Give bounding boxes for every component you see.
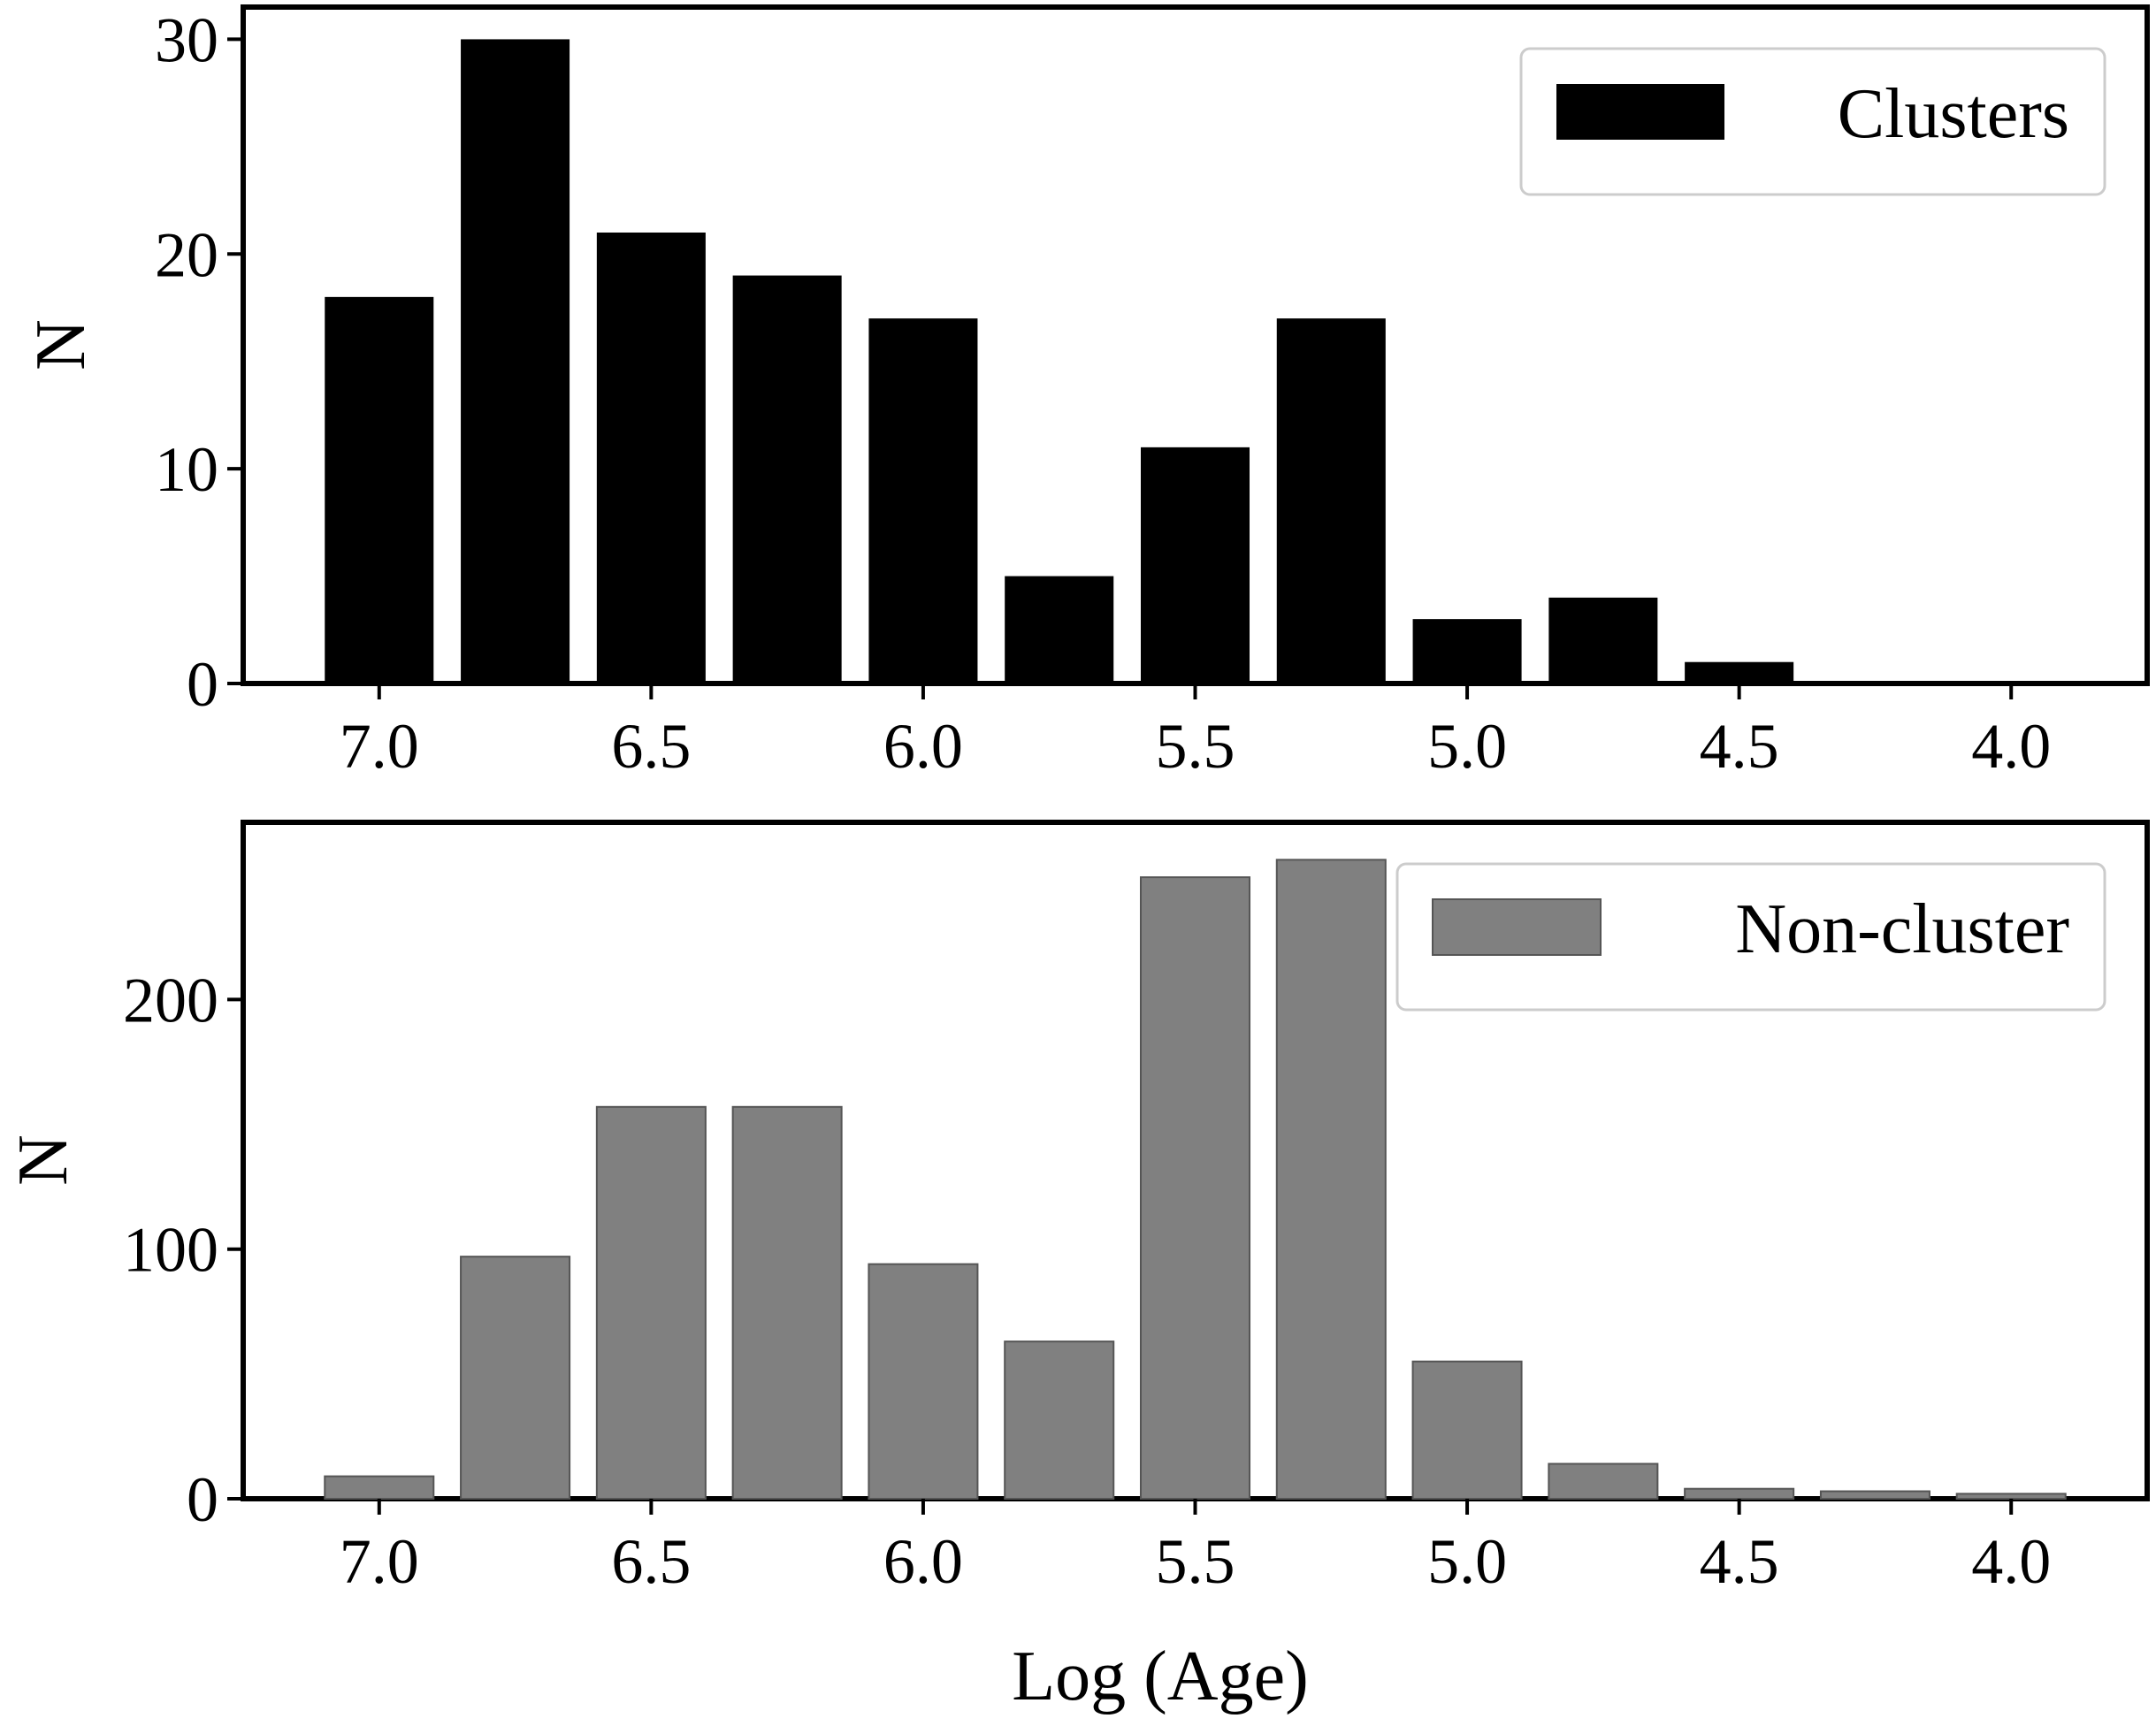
non-cluster-y-tick-label: 100 bbox=[123, 1215, 218, 1286]
clusters-bar-6.75 bbox=[461, 39, 570, 684]
non-cluster-bar-4.50 bbox=[1684, 1487, 1795, 1501]
clusters-bars bbox=[325, 39, 1794, 684]
clusters-y-axis-label: N bbox=[22, 319, 100, 370]
non-cluster-x-tick-label: 7.0 bbox=[340, 1526, 419, 1597]
clusters-legend-swatch bbox=[1556, 84, 1724, 140]
clusters-legend-label: Clusters bbox=[1838, 75, 2069, 153]
non-cluster-bar-4.75 bbox=[1548, 1463, 1659, 1501]
clusters-x-tick-label: 5.0 bbox=[1427, 711, 1507, 782]
non-cluster-bar-4.00 bbox=[1955, 1493, 2067, 1501]
clusters-x-ticks: 7.0 6.5 6.0 5.5 5.0 4.5 4.0 bbox=[340, 684, 2051, 782]
clusters-bar-6.25 bbox=[732, 275, 842, 684]
non-cluster-legend-swatch bbox=[1432, 898, 1602, 956]
clusters-bar-6.50 bbox=[596, 233, 706, 684]
clusters-bar-5.75 bbox=[1005, 576, 1114, 684]
non-cluster-bar-4.25 bbox=[1819, 1490, 1930, 1501]
clusters-x-tick-label: 5.5 bbox=[1156, 711, 1235, 782]
clusters-y-tick-label: 30 bbox=[155, 4, 218, 75]
clusters-bar-7.00 bbox=[325, 296, 434, 684]
clusters-y-tick-label: 20 bbox=[155, 219, 218, 290]
non-cluster-bar-6.50 bbox=[595, 1105, 707, 1500]
non-cluster-x-tick-label: 5.0 bbox=[1427, 1526, 1507, 1597]
clusters-x-tick-label: 4.5 bbox=[1700, 711, 1779, 782]
non-cluster-y-tick-label: 0 bbox=[187, 1464, 218, 1535]
clusters-bar-5.00 bbox=[1412, 619, 1522, 684]
clusters-x-tick-label: 6.0 bbox=[883, 711, 963, 782]
non-cluster-bar-6.75 bbox=[460, 1256, 571, 1500]
clusters-panel: 7.0 6.5 6.0 5.5 5.0 4.5 4.0 0 10 20 30 N Clusters bbox=[22, 4, 2150, 782]
non-cluster-x-tick-label: 6.5 bbox=[611, 1526, 691, 1597]
non-cluster-y-ticks: 0 100 200 bbox=[123, 965, 243, 1535]
non-cluster-x-tick-label: 4.0 bbox=[1971, 1526, 2051, 1597]
non-cluster-x-ticks: 7.0 6.5 6.0 5.5 5.0 4.5 4.0 bbox=[340, 1499, 2051, 1597]
clusters-legend: Clusters bbox=[1519, 47, 2106, 196]
non-cluster-legend-label: Non-cluster bbox=[1735, 890, 2069, 968]
non-cluster-legend: Non-cluster bbox=[1395, 862, 2106, 1012]
clusters-x-tick-label: 6.5 bbox=[611, 711, 691, 782]
non-cluster-bars bbox=[324, 859, 2067, 1501]
clusters-x-tick-label: 4.0 bbox=[1971, 711, 2051, 782]
clusters-y-tick-label: 10 bbox=[155, 434, 218, 505]
non-cluster-x-tick-label: 5.5 bbox=[1156, 1526, 1235, 1597]
clusters-bar-5.25 bbox=[1276, 318, 1386, 684]
clusters-bar-5.50 bbox=[1140, 447, 1250, 684]
clusters-x-tick-label: 7.0 bbox=[340, 711, 419, 782]
non-cluster-panel: 7.0 6.5 6.0 5.5 5.0 4.5 4.0 0 100 200 N Non-clus… bbox=[4, 820, 2150, 1715]
x-axis-label: Log (Age) bbox=[1012, 1638, 1308, 1715]
non-cluster-y-tick-label: 200 bbox=[123, 965, 218, 1035]
clusters-bar-6.00 bbox=[868, 318, 978, 684]
non-cluster-x-tick-label: 4.5 bbox=[1700, 1526, 1779, 1597]
clusters-bar-4.50 bbox=[1685, 661, 1794, 684]
non-cluster-bar-7.00 bbox=[324, 1475, 435, 1501]
non-cluster-y-axis-label: N bbox=[4, 1134, 82, 1186]
non-cluster-bar-6.25 bbox=[731, 1105, 843, 1500]
clusters-y-tick-label: 0 bbox=[187, 649, 218, 720]
clusters-bar-4.75 bbox=[1548, 597, 1658, 684]
non-cluster-bar-6.00 bbox=[868, 1263, 979, 1500]
non-cluster-x-tick-label: 6.0 bbox=[883, 1526, 963, 1597]
non-cluster-bar-5.00 bbox=[1411, 1360, 1523, 1500]
non-cluster-bar-5.50 bbox=[1139, 876, 1251, 1500]
non-cluster-bar-5.25 bbox=[1275, 859, 1387, 1500]
non-cluster-bar-5.75 bbox=[1004, 1340, 1115, 1501]
clusters-y-ticks: 0 10 20 30 bbox=[155, 4, 243, 720]
